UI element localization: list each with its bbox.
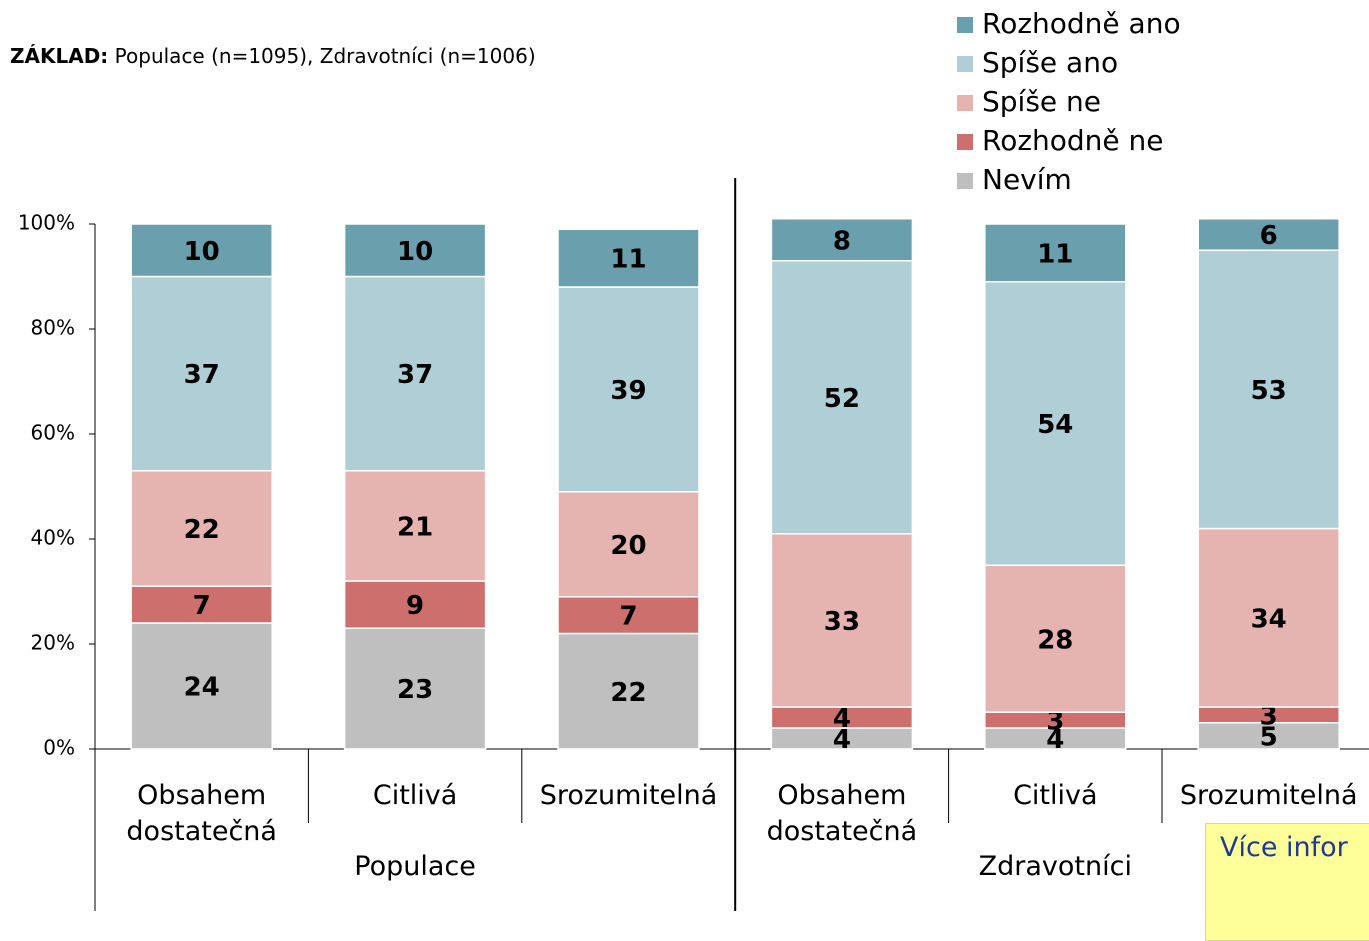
x-tick-label: Citlivá [372, 780, 458, 811]
data-label: 22 [610, 678, 646, 708]
bar-segment [130, 470, 273, 587]
data-label: 9 [406, 591, 424, 621]
x-tick-label: Citlivá [1013, 780, 1098, 811]
legend-label: Spíše ne [982, 85, 1101, 118]
data-label: 4 [1046, 725, 1064, 755]
data-label: 5 [1260, 722, 1278, 752]
note: ZÁKLAD: Populace (n=1095), Zdravotníci (… [10, 44, 536, 68]
legend-swatch [957, 95, 973, 111]
data-label: 21 [397, 512, 433, 542]
x-tick-label: Srozumitelná [539, 780, 718, 811]
data-label: 10 [397, 237, 433, 267]
data-label: 20 [610, 531, 646, 561]
bar-segment [343, 275, 487, 472]
legend-swatch [957, 17, 973, 33]
data-label: 3 [1046, 707, 1064, 737]
x-tick-label: Obsahem dostatečná [126, 780, 277, 847]
data-label: 8 [833, 226, 851, 256]
bar-segment [343, 223, 487, 278]
y-tick-label: 40% [31, 526, 75, 550]
legend-swatch [957, 173, 973, 189]
legend-label: Rozhodně ne [982, 124, 1164, 157]
y-tick-label: 60% [31, 421, 75, 445]
bar-segment [770, 533, 914, 708]
bar-segment [130, 585, 273, 624]
x-tick-label: Srozumitelná [1179, 780, 1358, 811]
bar-segment [130, 275, 273, 472]
chart: 0% 20% 40% 60% 80% 100% 24 7 22 37 10 23 9 21 37 10 22 7 2… [18, 7, 1369, 911]
y-tick-label: 100% [18, 211, 75, 235]
bar-segment [343, 627, 487, 750]
data-label: 39 [610, 376, 646, 406]
data-label: 53 [1251, 376, 1287, 406]
data-label: 10 [184, 237, 220, 267]
bar-segment [557, 632, 700, 750]
legend-label: Spíše ano [982, 46, 1118, 79]
bar-segment [557, 596, 700, 635]
data-label: 23 [397, 675, 433, 705]
data-label: 7 [193, 591, 211, 621]
data-label: 28 [1037, 625, 1073, 655]
legend-swatch [957, 56, 973, 72]
bar-segment [557, 491, 700, 598]
bar-segment [770, 218, 914, 262]
data-label: 4 [833, 725, 851, 755]
bar-segment [557, 286, 700, 493]
data-label: 22 [184, 515, 220, 545]
bar-segment [343, 580, 487, 629]
legend-label: Nevím [982, 163, 1072, 196]
data-label: 33 [824, 607, 860, 637]
data-label: 24 [184, 673, 220, 703]
bar-segment [343, 470, 487, 582]
y-tick-label: 20% [31, 631, 75, 655]
legend-label: Rozhodně ano [982, 7, 1181, 40]
bar-segment [770, 260, 914, 535]
bar-segment [130, 622, 273, 750]
bar-segment [130, 223, 273, 278]
note-text: Populace (n=1095), Zdravotníci (n=1006) [114, 44, 536, 68]
callout: Více infor [1205, 823, 1369, 941]
data-label: 4 [833, 704, 851, 734]
y-tick-label: 0% [43, 736, 75, 760]
x-tick-label: Obsahem dostatečná [766, 780, 918, 847]
bar-segment [1197, 218, 1340, 251]
group-label: Zdravotníci [978, 851, 1132, 882]
data-label: 7 [619, 602, 637, 632]
page: {"chart_data": {"type": "bar", "stacked"… [10, 7, 1369, 941]
data-label: 6 [1260, 221, 1278, 251]
data-label: 37 [184, 360, 220, 390]
data-label: 52 [824, 384, 860, 414]
bar-segment [984, 564, 1127, 713]
data-label: 34 [1251, 604, 1287, 634]
bar-segment [984, 223, 1127, 283]
data-label: 54 [1037, 410, 1073, 440]
bar-segment [557, 228, 700, 288]
data-label: 11 [610, 245, 646, 275]
data-label: 37 [397, 360, 433, 390]
legend-swatch [957, 134, 973, 150]
bar-segment [1197, 722, 1340, 750]
bar-segment [1197, 527, 1340, 708]
y-tick-label: 80% [31, 316, 75, 340]
group-label: Populace [354, 851, 476, 882]
note-label: ZÁKLAD: [10, 44, 109, 68]
bar-segment [1197, 249, 1340, 530]
data-label: 3 [1260, 701, 1278, 731]
data-label: 11 [1037, 239, 1073, 269]
